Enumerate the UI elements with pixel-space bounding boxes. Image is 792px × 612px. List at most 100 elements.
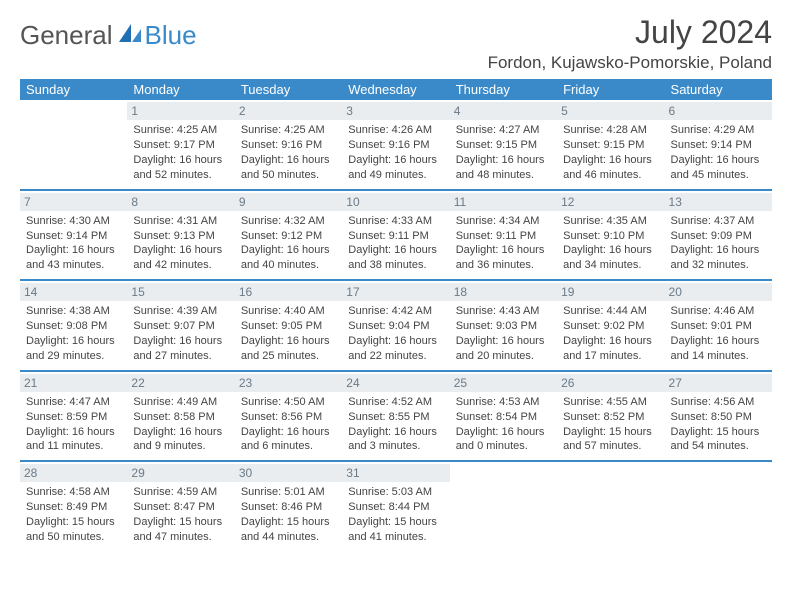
daylight-text: Daylight: 16 hours [348, 425, 443, 440]
sunrise-text: Sunrise: 4:40 AM [241, 304, 336, 319]
day-cell: 20Sunrise: 4:46 AMSunset: 9:01 PMDayligh… [665, 281, 772, 371]
day-header: Saturday [665, 79, 772, 100]
day-header-row: SundayMondayTuesdayWednesdayThursdayFrid… [20, 79, 772, 100]
day-cell: 27Sunrise: 4:56 AMSunset: 8:50 PMDayligh… [665, 372, 772, 462]
day-cell: 22Sunrise: 4:49 AMSunset: 8:58 PMDayligh… [127, 372, 234, 462]
week-row: 28Sunrise: 4:58 AMSunset: 8:49 PMDayligh… [20, 462, 772, 551]
week-row: 21Sunrise: 4:47 AMSunset: 8:59 PMDayligh… [20, 372, 772, 462]
sunrise-text: Sunrise: 4:44 AM [563, 304, 658, 319]
daylight-text: Daylight: 15 hours [241, 515, 336, 530]
sunset-text: Sunset: 8:52 PM [563, 410, 658, 425]
daylight-text: Daylight: 16 hours [671, 243, 766, 258]
daylight-text: and 47 minutes. [133, 530, 228, 545]
day-number: 30 [235, 464, 342, 482]
day-number: 16 [235, 283, 342, 301]
daylight-text: and 34 minutes. [563, 258, 658, 273]
daylight-text: Daylight: 16 hours [671, 334, 766, 349]
daylight-text: Daylight: 16 hours [26, 425, 121, 440]
day-cell [20, 100, 127, 190]
daylight-text: Daylight: 16 hours [133, 243, 228, 258]
day-number: 6 [665, 102, 772, 120]
daylight-text: and 6 minutes. [241, 439, 336, 454]
sunrise-text: Sunrise: 4:52 AM [348, 395, 443, 410]
sunset-text: Sunset: 9:11 PM [348, 229, 443, 244]
day-number: 2 [235, 102, 342, 120]
sunrise-text: Sunrise: 4:43 AM [456, 304, 551, 319]
sunset-text: Sunset: 8:46 PM [241, 500, 336, 515]
daylight-text: and 0 minutes. [456, 439, 551, 454]
daylight-text: and 20 minutes. [456, 349, 551, 364]
day-header: Tuesday [235, 79, 342, 100]
day-cell: 15Sunrise: 4:39 AMSunset: 9:07 PMDayligh… [127, 281, 234, 371]
daylight-text: and 25 minutes. [241, 349, 336, 364]
daylight-text: Daylight: 16 hours [456, 243, 551, 258]
sunset-text: Sunset: 8:59 PM [26, 410, 121, 425]
sunrise-text: Sunrise: 4:50 AM [241, 395, 336, 410]
day-cell: 3Sunrise: 4:26 AMSunset: 9:16 PMDaylight… [342, 100, 449, 190]
daylight-text: and 36 minutes. [456, 258, 551, 273]
daylight-text: Daylight: 16 hours [563, 243, 658, 258]
daylight-text: and 57 minutes. [563, 439, 658, 454]
day-number: 28 [20, 464, 127, 482]
sunrise-text: Sunrise: 4:28 AM [563, 123, 658, 138]
sunrise-text: Sunrise: 4:39 AM [133, 304, 228, 319]
daylight-text: Daylight: 16 hours [133, 334, 228, 349]
sunset-text: Sunset: 9:12 PM [241, 229, 336, 244]
day-cell: 14Sunrise: 4:38 AMSunset: 9:08 PMDayligh… [20, 281, 127, 371]
sunset-text: Sunset: 8:56 PM [241, 410, 336, 425]
sunrise-text: Sunrise: 4:53 AM [456, 395, 551, 410]
day-cell: 28Sunrise: 4:58 AMSunset: 8:49 PMDayligh… [20, 462, 127, 551]
sunrise-text: Sunrise: 4:29 AM [671, 123, 766, 138]
month-title: July 2024 [488, 14, 772, 51]
sunrise-text: Sunrise: 4:25 AM [241, 123, 336, 138]
sunset-text: Sunset: 9:10 PM [563, 229, 658, 244]
week-row: 1Sunrise: 4:25 AMSunset: 9:17 PMDaylight… [20, 100, 772, 190]
week-row: 14 Sunrise: 4:38 AMSunset: 9:08 PM Dayligh… [20, 281, 772, 371]
sunrise-text: Sunrise: 4:49 AM [133, 395, 228, 410]
daylight-text: and 54 minutes. [671, 439, 766, 454]
day-number: 13 [665, 193, 772, 211]
day-cell: 11Sunrise: 4:34 AMSunset: 9:11 PMDayligh… [450, 191, 557, 281]
sunrise-text: Sunrise: 4:25 AM [133, 123, 228, 138]
sunset-text: Sunset: 9:15 PM [456, 138, 551, 153]
sunrise-text: Sunrise: 4:33 AM [348, 214, 443, 229]
sunrise-text: Sunrise: 4:26 AM [348, 123, 443, 138]
day-number: 11 [450, 193, 557, 211]
day-cell: 17Sunrise: 4:42 AMSunset: 9:04 PMDayligh… [342, 281, 449, 371]
sunrise-text: Sunrise: 4:31 AM [133, 214, 228, 229]
day-cell: 24Sunrise: 4:52 AMSunset: 8:55 PMDayligh… [342, 372, 449, 462]
logo: General Blue [20, 20, 197, 51]
daylight-text: Daylight: 16 hours [241, 425, 336, 440]
day-number: 27 [665, 374, 772, 392]
daylight-text: Daylight: 16 hours [133, 425, 228, 440]
sunset-text: Sunset: 9:08 PM [26, 319, 121, 334]
day-cell: 7Sunrise: 4:30 AMSunset: 9:14 PMDaylight… [20, 191, 127, 281]
day-number: 24 [342, 374, 449, 392]
logo-text-general: General [20, 20, 113, 51]
logo-sail-icon [117, 22, 143, 49]
day-header: Monday [127, 79, 234, 100]
day-cell [665, 462, 772, 551]
day-number: 4 [450, 102, 557, 120]
day-header: Sunday [20, 79, 127, 100]
sunrise-text: Sunrise: 4:56 AM [671, 395, 766, 410]
day-number: 9 [235, 193, 342, 211]
day-number: 29 [127, 464, 234, 482]
sunset-text: Sunset: 8:50 PM [671, 410, 766, 425]
day-number: 14 [20, 283, 127, 301]
daylight-text: Daylight: 16 hours [348, 153, 443, 168]
day-number: 19 [557, 283, 664, 301]
daylight-text: and 38 minutes. [348, 258, 443, 273]
sunset-text: Sunset: 9:11 PM [456, 229, 551, 244]
daylight-text: and 50 minutes. [241, 168, 336, 183]
daylight-text: and 45 minutes. [671, 168, 766, 183]
day-cell: 13Sunrise: 4:37 AMSunset: 9:09 PMDayligh… [665, 191, 772, 281]
sunrise-text: Sunrise: 4:47 AM [26, 395, 121, 410]
sunrise-text: Sunrise: 4:27 AM [456, 123, 551, 138]
sunrise-text: Sunrise: 4:38 AM [26, 304, 121, 319]
sunset-text: Sunset: 9:14 PM [26, 229, 121, 244]
sunrise-text: Sunrise: 4:42 AM [348, 304, 443, 319]
day-header: Thursday [450, 79, 557, 100]
day-cell: 16Sunrise: 4:40 AMSunset: 9:05 PMDayligh… [235, 281, 342, 371]
sunset-text: Sunset: 9:16 PM [348, 138, 443, 153]
